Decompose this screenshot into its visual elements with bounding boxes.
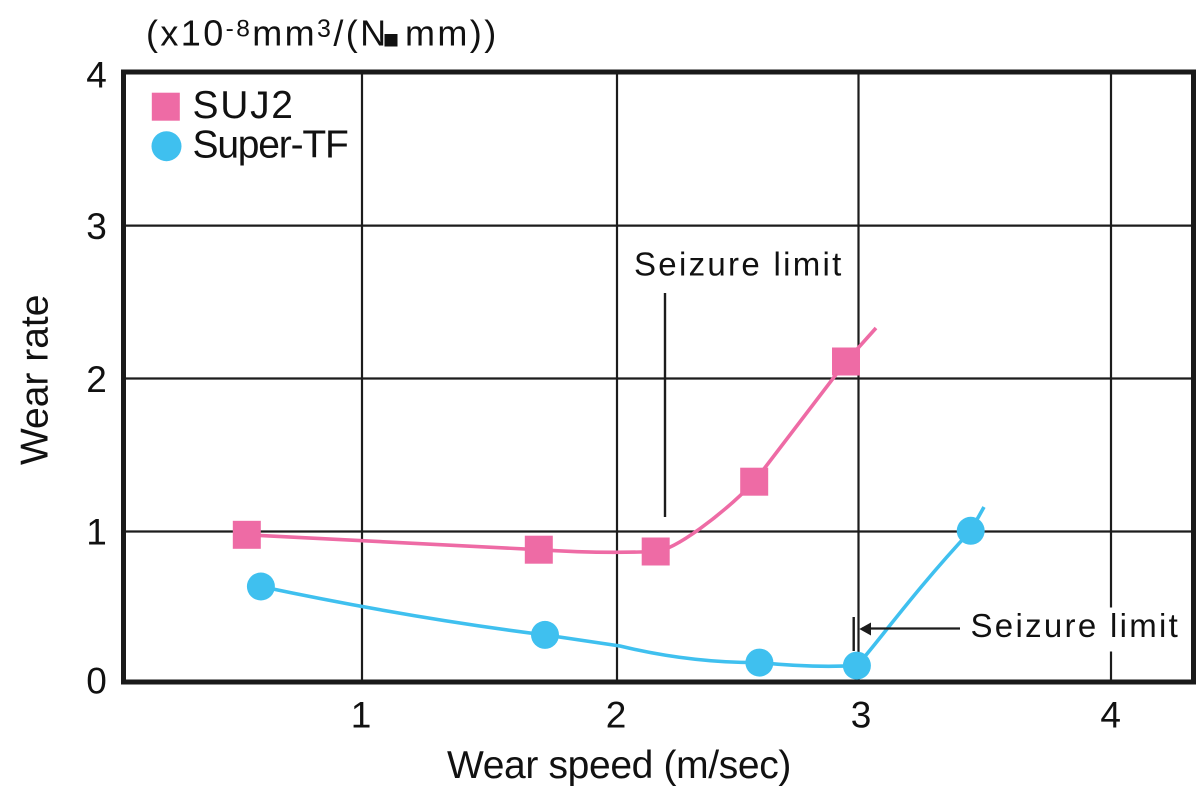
svg-text:3: 3 xyxy=(851,694,872,735)
svg-text:Seizure limit: Seizure limit xyxy=(971,607,1181,644)
svg-text:Super-TF: Super-TF xyxy=(193,124,348,167)
svg-text:SUJ2: SUJ2 xyxy=(193,84,295,127)
svg-text:Seizure limit: Seizure limit xyxy=(634,246,844,283)
svg-text:Wear speed (m/sec): Wear speed (m/sec) xyxy=(447,744,791,787)
svg-text:Wear rate: Wear rate xyxy=(13,295,56,466)
svg-text:1: 1 xyxy=(351,694,372,735)
svg-text:0: 0 xyxy=(86,661,107,702)
svg-text:3: 3 xyxy=(86,206,107,247)
svg-text:2: 2 xyxy=(606,694,627,735)
svg-text:4: 4 xyxy=(86,54,107,95)
svg-text:4: 4 xyxy=(1100,694,1121,735)
svg-text:2: 2 xyxy=(86,359,107,400)
svg-text:1: 1 xyxy=(86,511,107,552)
